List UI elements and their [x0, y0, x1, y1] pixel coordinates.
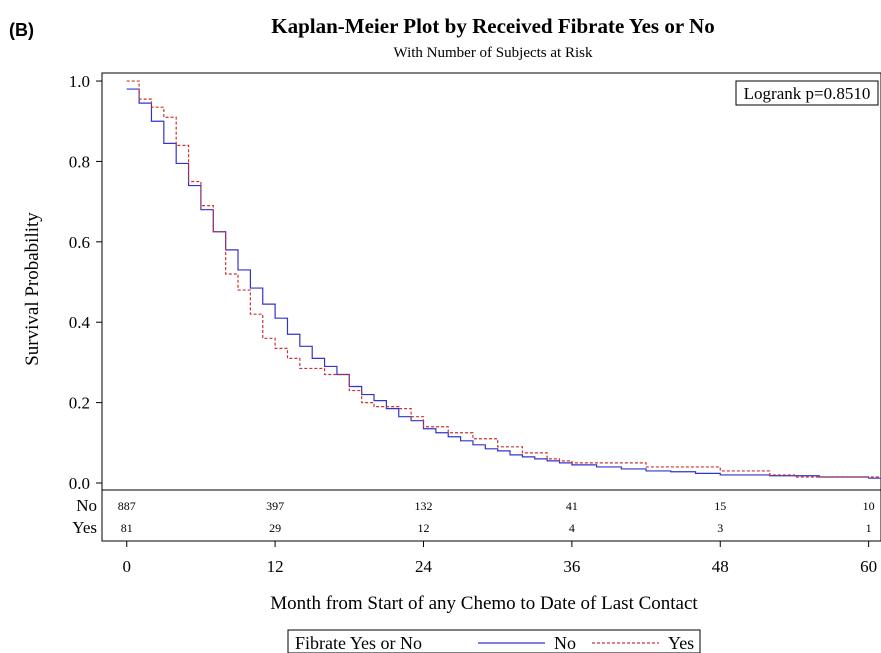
logrank-box [735, 80, 879, 106]
x-axis-title: Month from Start of any Chemo to Date of… [270, 593, 698, 614]
x-axis: 0 12 24 36 48 60 [122, 541, 877, 576]
risk-count: 1 [866, 521, 872, 535]
risk-count: 29 [269, 521, 281, 535]
risk-count: 81 [121, 521, 133, 535]
x-tick-label: 48 [712, 557, 729, 576]
legend-title: Fibrate Yes or No [295, 633, 422, 653]
risk-count: 15 [714, 499, 726, 513]
y-tick-label: 0.8 [69, 152, 90, 171]
x-tick-label: 12 [267, 557, 284, 576]
chart-title: Kaplan-Meier Plot by Received Fibrate Ye… [271, 14, 714, 38]
risk-count: 3 [717, 521, 723, 535]
y-tick-label: 0.6 [69, 233, 90, 252]
survival-curves [126, 80, 881, 479]
x-tick-label: 24 [415, 557, 433, 576]
legend-box [287, 629, 701, 653]
y-axis-title: Survival Probability [22, 212, 43, 366]
risk-count: 397 [266, 499, 284, 513]
risk-row-label: Yes [72, 518, 97, 537]
risk-row-label: No [76, 496, 97, 515]
chart-subtitle: With Number of Subjects at Risk [394, 45, 593, 61]
y-tick-label: 0.0 [69, 474, 90, 493]
risk-count: 887 [118, 499, 136, 513]
series-line-yes [126, 80, 881, 478]
risk-count: 132 [414, 499, 432, 513]
panel-label: (B) [9, 20, 34, 40]
legend-label-no: No [554, 633, 576, 653]
y-tick-label: 0.2 [69, 394, 90, 413]
risk-count: 12 [417, 521, 429, 535]
logrank-annotation: Logrank p=0.8510 [744, 84, 871, 103]
x-tick-label: 60 [860, 557, 877, 576]
x-tick-label: 36 [563, 557, 580, 576]
series-line-no [126, 88, 881, 479]
y-tick-label: 0.4 [69, 313, 91, 332]
risk-count: 41 [566, 499, 578, 513]
risk-count: 10 [863, 499, 875, 513]
y-tick-label: 1.0 [69, 72, 90, 91]
plot-frame [101, 72, 881, 542]
risk-table: No 887 397 132 41 15 10 Yes 81 29 12 4 3 1 [72, 496, 874, 537]
legend-label-yes: Yes [668, 633, 694, 653]
x-tick-label: 0 [122, 557, 131, 576]
risk-count: 4 [569, 521, 575, 535]
y-axis: 0.0 0.2 0.4 0.6 0.8 1.0 [69, 72, 102, 493]
